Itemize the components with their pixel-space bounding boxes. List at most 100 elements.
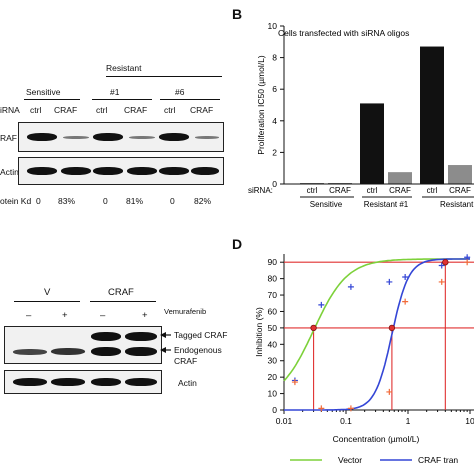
blot-band xyxy=(91,332,121,341)
data-point xyxy=(386,388,393,395)
y-tick-label: 6 xyxy=(272,84,277,94)
group-label: Resistant #1 xyxy=(364,200,409,209)
ic90-marker xyxy=(442,259,449,266)
y-tick-label: 40 xyxy=(268,339,278,349)
kd-value: 0 xyxy=(36,196,41,206)
chart-b-title: Cells transfected with siRNA oligos xyxy=(278,28,409,38)
y-axis-label: Proliferation IC50 (µmol/L) xyxy=(256,55,266,155)
blot-band xyxy=(195,136,219,139)
fit-curve xyxy=(284,258,470,411)
blot-band xyxy=(63,136,89,139)
data-point xyxy=(438,262,445,269)
y-tick-label: 20 xyxy=(268,372,278,382)
panel-d-letter: D xyxy=(232,236,243,252)
data-point xyxy=(464,259,471,266)
blot-band xyxy=(13,378,47,386)
y-tick-label: 2 xyxy=(272,147,277,157)
kd-value: 0 xyxy=(103,196,108,206)
blot-band xyxy=(93,133,123,141)
sirna-label: siRNA: xyxy=(248,186,273,195)
sub-6-underline xyxy=(160,99,220,100)
endogenous-arrowhead xyxy=(160,347,166,353)
y-tick-label: 10 xyxy=(268,21,278,31)
vemurafenib-sign: + xyxy=(62,310,68,321)
blot-band xyxy=(51,348,85,355)
x-tick-label: 10 xyxy=(465,416,474,426)
kd-value: 81% xyxy=(126,196,144,206)
y-tick-label: 0 xyxy=(272,405,277,415)
blot-band xyxy=(159,167,189,175)
blot-band xyxy=(61,167,91,175)
blot-band xyxy=(91,378,121,386)
data-point xyxy=(386,278,393,285)
tagged-craf-label: Tagged CRAF xyxy=(174,330,228,340)
lane-label: ctrl xyxy=(367,186,378,195)
lane-label: ctrl xyxy=(30,105,42,115)
sub-6-label: #6 xyxy=(175,87,185,97)
actin-c-blot xyxy=(4,370,162,394)
tagged-arrowhead xyxy=(160,332,166,338)
y-tick-label: 10 xyxy=(268,389,278,399)
y-tick-label: 80 xyxy=(268,274,278,284)
fit-curve xyxy=(283,258,470,382)
lane-label: CRAF xyxy=(389,186,411,195)
data-point xyxy=(438,278,445,285)
sub-1-underline xyxy=(92,99,152,100)
ic50-marker xyxy=(310,324,317,332)
lane-label: CRAF xyxy=(449,186,471,195)
blot-band xyxy=(129,136,155,139)
kd-value: 82% xyxy=(194,196,212,206)
x-tick-label: 1 xyxy=(406,416,411,426)
blot-band xyxy=(93,167,123,175)
vemurafenib-sign: + xyxy=(142,310,148,321)
resistant-bracket xyxy=(106,76,222,77)
group-sensitive-label: Sensitive xyxy=(26,87,61,97)
lane-label: CRAF xyxy=(54,105,78,115)
legend-label: CRAF tran xyxy=(418,455,458,465)
panel-b-letter: B xyxy=(232,6,243,22)
lane-label: CRAF xyxy=(329,186,351,195)
data-point xyxy=(347,405,354,412)
bar xyxy=(360,103,384,184)
y-tick-label: 0 xyxy=(272,179,277,189)
group-resistant-label: Resistant xyxy=(106,63,142,73)
x-axis-label: Concentration (µmol/L) xyxy=(333,434,420,444)
group-craf-underline xyxy=(90,301,156,302)
kd-row-label: otein Kd xyxy=(0,196,32,206)
y-tick-label: 60 xyxy=(268,306,278,316)
craf-row-label: RAF xyxy=(0,133,17,143)
blot-band xyxy=(125,347,157,356)
y-tick-label: 90 xyxy=(268,257,278,267)
bar xyxy=(420,46,444,184)
y-axis-label: Inhibition (%) xyxy=(254,307,264,357)
lane-label: ctrl xyxy=(427,186,438,195)
vemurafenib-sign: – xyxy=(26,310,32,321)
blot-band xyxy=(125,332,157,341)
y-tick-label: 50 xyxy=(268,323,278,333)
craf-blot xyxy=(18,122,224,152)
lane-label: ctrl xyxy=(96,105,108,115)
group-craf-label: CRAF xyxy=(108,287,134,298)
data-point xyxy=(347,283,354,290)
group-v-label: V xyxy=(44,287,51,298)
lane-label: ctrl xyxy=(164,105,176,115)
data-point xyxy=(318,301,325,308)
blot-band xyxy=(125,378,157,386)
data-point xyxy=(402,273,409,280)
lane-label: CRAF xyxy=(190,105,214,115)
x-tick-label: 0.01 xyxy=(276,416,293,426)
blot-band xyxy=(127,167,157,175)
actin-row-label: Actin xyxy=(0,167,19,177)
y-tick-label: 70 xyxy=(268,290,278,300)
y-tick-label: 8 xyxy=(272,53,277,63)
vemurafenib-sign: – xyxy=(100,310,106,321)
x-tick-label: 0.1 xyxy=(340,416,352,426)
blot-band xyxy=(191,167,219,175)
group-label: Resistant xyxy=(440,200,474,209)
vemurafenib-label: Vemurafenib xyxy=(164,307,207,316)
craf-c-blot xyxy=(4,326,162,364)
group-v-underline xyxy=(14,301,80,302)
